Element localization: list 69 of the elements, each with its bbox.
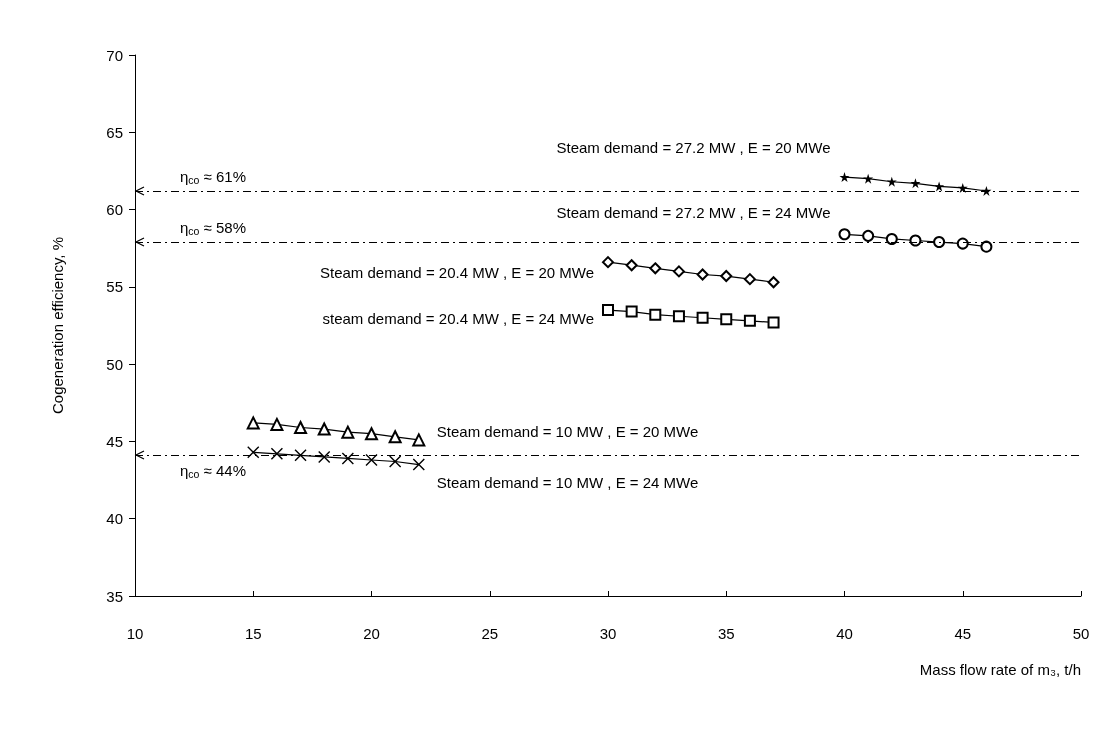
y-tick-label: 60 [106, 201, 123, 219]
point [294, 449, 307, 462]
point [696, 268, 709, 281]
point [767, 316, 780, 329]
point [602, 256, 614, 269]
y-tick-label: 50 [106, 355, 123, 373]
point [838, 228, 851, 241]
point [602, 304, 614, 317]
x-tick-label: 10 [126, 625, 144, 642]
point [388, 455, 402, 468]
x-tick-label: 45 [954, 625, 972, 642]
point [672, 310, 685, 323]
point [767, 276, 780, 289]
point [294, 421, 308, 435]
point [910, 178, 921, 189]
y-tick-label: 45 [106, 432, 123, 450]
point [885, 232, 898, 245]
point [909, 234, 922, 247]
y-tick-label: 35 [106, 587, 123, 605]
y-tick-label: 65 [106, 123, 123, 141]
series-label: Steam demand = 27.2 MW , E = 20 MWe [556, 138, 831, 156]
point [743, 314, 756, 327]
point [341, 425, 355, 439]
point [625, 259, 638, 272]
point [649, 308, 662, 321]
x-tick-label: 15 [244, 625, 262, 642]
y-tick-label: 55 [106, 278, 123, 296]
point [317, 422, 331, 436]
point [270, 417, 284, 431]
x-axis-title: Mass flow rate of m₃, t/h [919, 661, 1081, 678]
point [839, 172, 850, 183]
x-tick-label: 40 [836, 625, 853, 642]
x-tick-label: 30 [599, 625, 617, 642]
point [388, 430, 402, 444]
x-tick-label: 35 [717, 625, 735, 642]
x-tick-label: 50 [1072, 625, 1090, 642]
series-label: Steam demand = 20.4 MW , E = 20 MWe [319, 263, 594, 281]
y-axis-title: Cogeneration efficiency, % [49, 236, 66, 415]
point [625, 305, 638, 318]
point [412, 433, 426, 447]
point [696, 311, 709, 324]
point [412, 458, 425, 471]
point [933, 236, 946, 249]
point [672, 265, 685, 278]
point [720, 270, 733, 283]
point [246, 416, 260, 430]
x-tick-label: 25 [481, 625, 499, 642]
point [863, 173, 874, 184]
point [720, 313, 733, 326]
point [957, 182, 968, 193]
point [247, 446, 260, 459]
point [743, 273, 756, 286]
point [365, 427, 378, 441]
point [956, 237, 969, 250]
point [270, 447, 284, 460]
series-label: steam demand = 20.4 MW , E = 24 MWe [322, 309, 594, 327]
point [980, 240, 993, 253]
point [365, 453, 378, 467]
point [934, 181, 945, 192]
series-label: Steam demand = 10 MW , E = 20 MWe [436, 423, 699, 441]
point [862, 229, 875, 242]
y-tick-label: 40 [106, 510, 123, 528]
point [341, 452, 355, 465]
x-tick-label: 20 [363, 625, 380, 642]
series-label: Steam demand = 10 MW , E = 24 MWe [436, 474, 699, 492]
y-tick-label: 70 [106, 46, 123, 64]
point [318, 450, 331, 464]
series-label: Steam demand = 27.2 MW , E = 24 MWe [556, 203, 831, 221]
point [649, 262, 662, 275]
